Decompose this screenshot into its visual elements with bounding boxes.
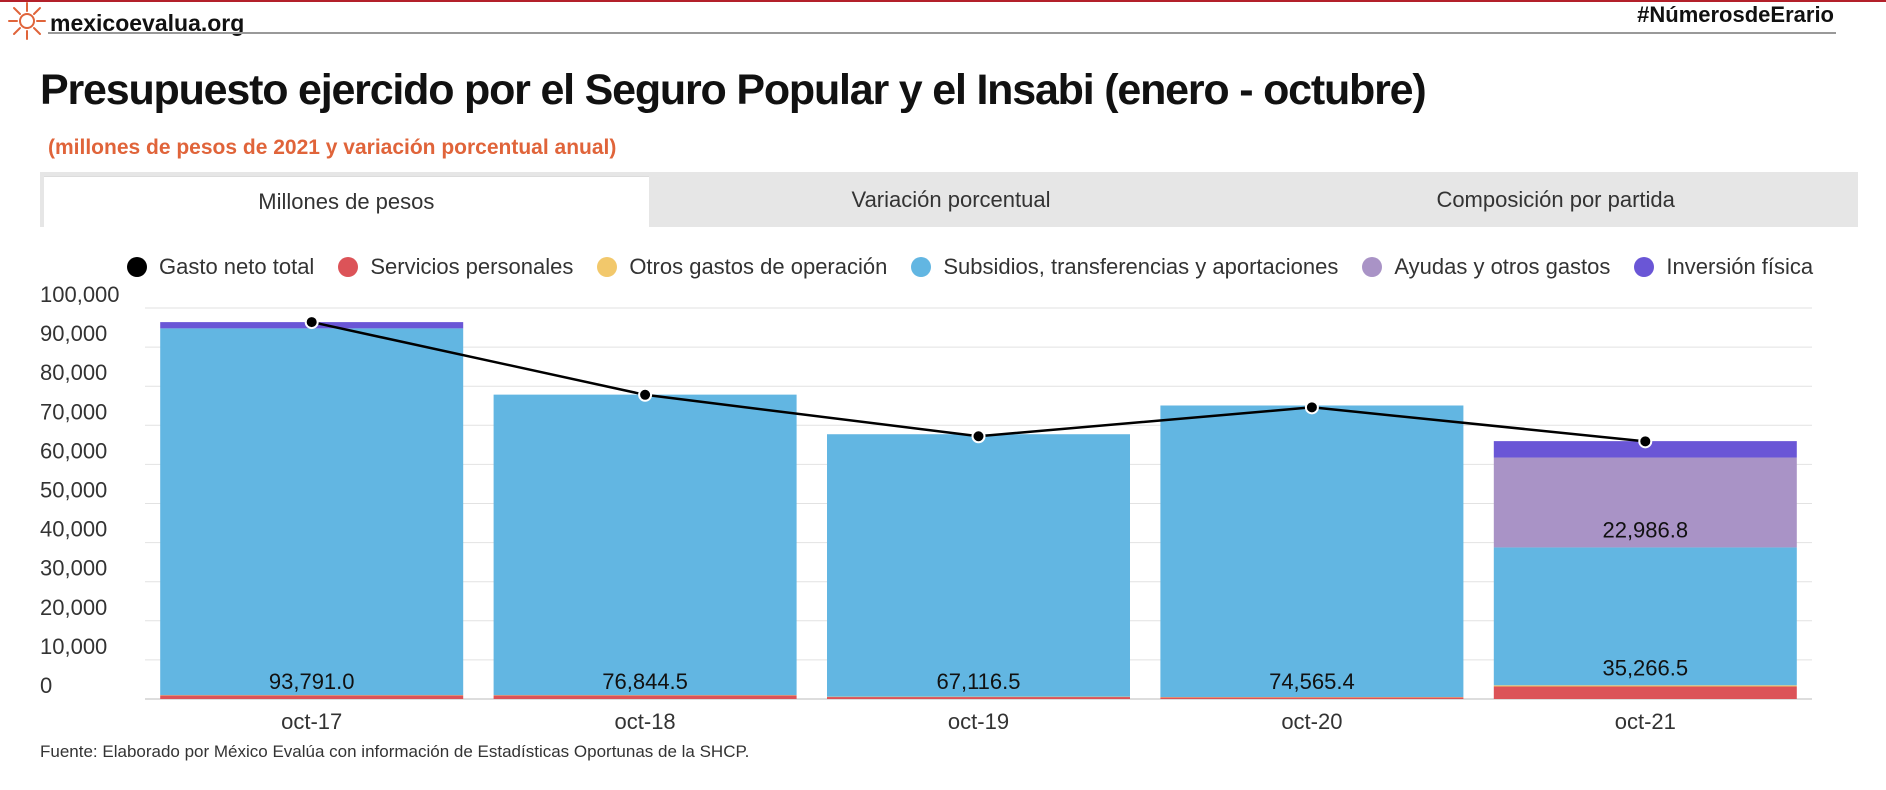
total-point (1638, 434, 1653, 449)
bar-segment (1160, 405, 1464, 698)
chart-subtitle: (millones de pesos de 2021 y variación p… (48, 136, 617, 159)
bar-segment (1493, 547, 1797, 686)
total-point (304, 315, 319, 330)
data-label: 67,116.5 (936, 669, 1020, 694)
stacked-bar-chart: 0 10,000 20,000 30,000 40,000 50,000 60,000 70,… (40, 282, 1812, 734)
data-label: 74,565.4 (1269, 669, 1355, 694)
x-tick-label: oct-19 (948, 709, 1009, 734)
data-label: 35,266.5 (1602, 655, 1688, 680)
bar-segment (493, 695, 797, 699)
bar-segment (1493, 685, 1797, 687)
bar-segment (493, 394, 797, 696)
y-tick-label: 10,000 (40, 634, 107, 659)
data-label: 93,791.0 (269, 669, 355, 694)
starburst-logo-icon (6, 0, 48, 47)
legend-item-subsidios[interactable]: Subsidios, transferencias y aportaciones (911, 254, 1338, 280)
tab-composicion[interactable]: Composición por partida (1436, 186, 1675, 212)
total-point (638, 387, 653, 402)
legend-label: Ayudas y otros gastos (1394, 254, 1611, 279)
legend-swatch (911, 257, 932, 277)
data-label: 76,844.5 (602, 669, 688, 694)
y-tick-label: 20,000 (40, 595, 107, 620)
legend-label: Inversión física (1666, 254, 1814, 279)
y-tick-label: 50,000 (40, 478, 107, 503)
legend-swatch (1362, 257, 1383, 277)
legend-swatch (338, 257, 359, 277)
bar-segment (1493, 441, 1797, 458)
bar-segment (827, 434, 1130, 697)
total-point (1304, 400, 1319, 415)
x-tick-label: oct-17 (281, 709, 342, 734)
source-note: Fuente: Elaborado por México Evalúa con … (40, 742, 750, 761)
y-tick-label: 90,000 (40, 321, 107, 346)
y-tick-label: 100,000 (40, 282, 120, 307)
legend-label: Servicios personales (370, 254, 574, 279)
legend-item-otros-gastos[interactable]: Otros gastos de operación (597, 254, 887, 280)
data-label: 22,986.8 (1602, 517, 1688, 542)
y-tick-label: 0 (40, 673, 52, 698)
bar-segment (160, 328, 464, 696)
y-tick-label: 70,000 (40, 399, 107, 424)
header-divider (48, 32, 1836, 34)
bar-segment (827, 697, 1130, 699)
y-tick-label: 60,000 (40, 438, 107, 463)
y-tick-label: 30,000 (40, 556, 107, 581)
legend-swatch (127, 257, 147, 277)
legend-label: Gasto neto total (159, 254, 315, 279)
legend-item-ayudas[interactable]: Ayudas y otros gastos (1362, 254, 1610, 280)
legend-label: Otros gastos de operación (629, 254, 888, 279)
bar-segment (1160, 697, 1464, 699)
x-tick-label: oct-18 (615, 709, 676, 734)
bar-segment (1493, 686, 1797, 699)
legend-swatch (1634, 257, 1655, 277)
x-tick-label: oct-20 (1281, 709, 1342, 734)
y-tick-label: 40,000 (40, 517, 107, 542)
x-tick-label: oct-21 (1615, 709, 1676, 734)
legend-label: Subsidios, transferencias y aportaciones (943, 254, 1339, 279)
legend-item-servicios[interactable]: Servicios personales (338, 254, 573, 280)
hashtag: #NúmerosdeErario (1637, 2, 1834, 27)
bar-segment (160, 695, 464, 699)
brand-name: mexicoevalua.org (50, 9, 245, 36)
total-point (971, 429, 986, 444)
chart-legend: Gasto neto total Servicios personales Ot… (127, 250, 1813, 284)
legend-item-inversion[interactable]: Inversión física (1634, 254, 1813, 280)
chart-title: Presupuesto ejercido por el Seguro Popul… (40, 66, 1427, 114)
y-tick-label: 80,000 (40, 360, 107, 385)
legend-item-gasto-neto[interactable]: Gasto neto total (127, 254, 314, 280)
tab-millones[interactable]: Millones de pesos (44, 176, 649, 227)
brand-logo-link[interactable]: mexicoevalua.org (6, 1, 245, 42)
bar-segment (1493, 457, 1797, 548)
legend-swatch (597, 257, 618, 277)
tab-variacion[interactable]: Variación porcentual (851, 186, 1051, 212)
top-accent-rule (0, 0, 1886, 2)
tab-bar: Millones de pesos Variación porcentual C… (40, 172, 1858, 227)
